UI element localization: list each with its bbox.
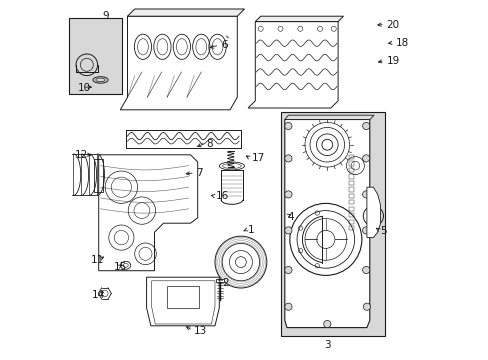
Polygon shape xyxy=(284,120,369,328)
Text: 10: 10 xyxy=(78,83,91,93)
Bar xyxy=(69,18,122,94)
Circle shape xyxy=(284,227,291,234)
Circle shape xyxy=(362,266,369,274)
Text: 8: 8 xyxy=(206,139,213,149)
Bar xyxy=(348,226,354,230)
Polygon shape xyxy=(120,16,237,110)
Bar xyxy=(167,286,199,308)
Circle shape xyxy=(284,191,291,198)
Text: 16: 16 xyxy=(215,191,228,201)
Polygon shape xyxy=(146,277,219,326)
Circle shape xyxy=(284,303,291,310)
Text: 12: 12 xyxy=(75,150,88,160)
Text: 13: 13 xyxy=(193,326,206,336)
Circle shape xyxy=(284,266,291,274)
Bar xyxy=(348,194,354,198)
Circle shape xyxy=(362,122,369,130)
Bar xyxy=(348,207,354,211)
Text: 3: 3 xyxy=(324,340,330,350)
Text: 6: 6 xyxy=(221,40,227,50)
Polygon shape xyxy=(127,9,244,16)
Text: 7: 7 xyxy=(196,168,202,178)
Text: 15: 15 xyxy=(114,262,127,272)
Bar xyxy=(348,174,354,179)
Text: 14: 14 xyxy=(91,290,104,300)
Circle shape xyxy=(363,303,370,310)
Bar xyxy=(348,155,354,159)
Bar xyxy=(216,279,223,282)
Polygon shape xyxy=(247,22,337,108)
Bar xyxy=(348,220,354,224)
Text: 17: 17 xyxy=(251,153,264,163)
Bar xyxy=(94,159,103,192)
Bar xyxy=(348,213,354,217)
Bar xyxy=(348,161,354,166)
Bar xyxy=(280,112,384,336)
Polygon shape xyxy=(366,187,380,238)
Text: 4: 4 xyxy=(287,212,294,222)
Circle shape xyxy=(284,155,291,162)
Text: 2: 2 xyxy=(222,278,228,288)
Polygon shape xyxy=(255,16,343,22)
Circle shape xyxy=(362,227,369,234)
Polygon shape xyxy=(99,155,197,271)
Text: 19: 19 xyxy=(386,56,399,66)
Text: 11: 11 xyxy=(90,255,103,265)
Bar xyxy=(348,187,354,192)
Bar xyxy=(348,200,354,204)
Text: 9: 9 xyxy=(102,11,109,21)
Text: 18: 18 xyxy=(395,38,408,48)
Bar xyxy=(348,181,354,185)
Circle shape xyxy=(362,191,369,198)
Circle shape xyxy=(323,320,330,328)
Bar xyxy=(348,168,354,172)
Text: 5: 5 xyxy=(380,226,386,236)
Polygon shape xyxy=(284,115,373,120)
Circle shape xyxy=(362,155,369,162)
Text: 1: 1 xyxy=(247,225,253,235)
Circle shape xyxy=(284,122,291,130)
Text: 20: 20 xyxy=(386,20,399,30)
